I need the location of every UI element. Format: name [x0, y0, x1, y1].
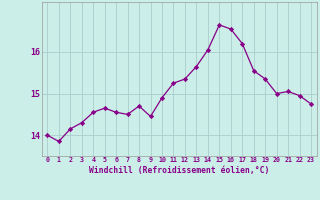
- X-axis label: Windchill (Refroidissement éolien,°C): Windchill (Refroidissement éolien,°C): [89, 166, 269, 175]
